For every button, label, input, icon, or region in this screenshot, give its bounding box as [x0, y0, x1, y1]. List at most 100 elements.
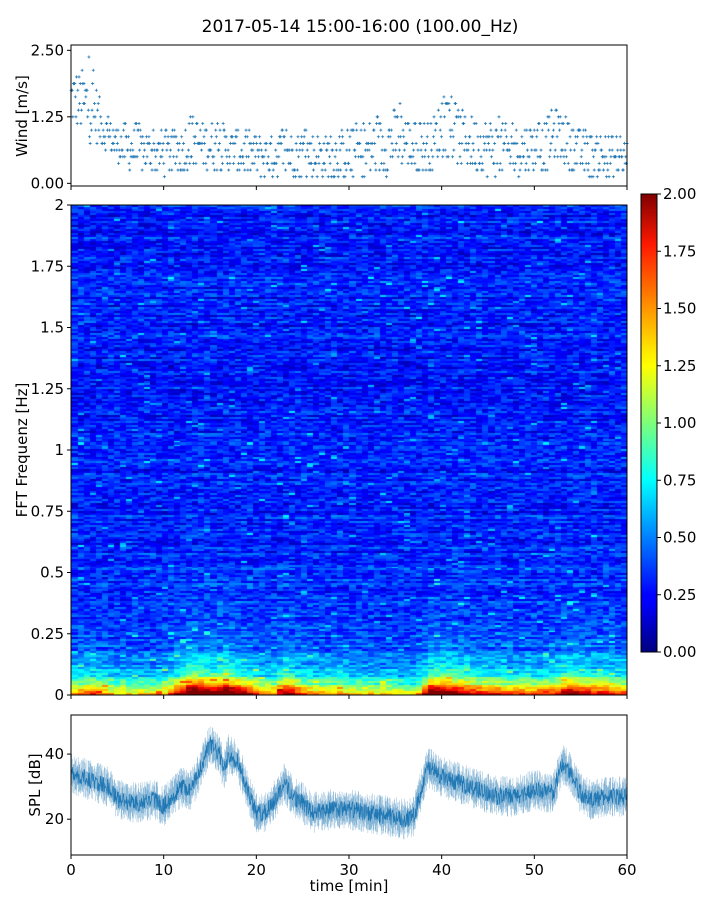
wind-point [120, 148, 124, 152]
wind-point [201, 121, 205, 125]
wind-point [214, 128, 218, 132]
wind-point [317, 161, 321, 165]
wind-point [222, 128, 226, 132]
wind-point [548, 148, 552, 152]
wind-point [177, 141, 181, 145]
wind-point [172, 128, 176, 132]
wind-point [97, 128, 101, 132]
wind-point [362, 121, 366, 125]
wind-point [514, 128, 518, 132]
wind-point [306, 155, 310, 159]
wind-point [425, 141, 429, 145]
wind-point [338, 148, 342, 152]
wind-point [462, 121, 466, 125]
wind-point [433, 128, 437, 132]
wind-point [284, 168, 288, 172]
wind-point [89, 121, 93, 125]
wind-point [204, 161, 208, 165]
wind-point [167, 141, 171, 145]
wind-point [340, 128, 344, 132]
wind-point [429, 121, 433, 125]
wind-point [535, 128, 539, 132]
wind-point [381, 135, 385, 139]
wind-point [140, 168, 144, 172]
wind-point [316, 155, 320, 159]
wind-point [485, 148, 489, 152]
wind-point [294, 175, 298, 179]
wind-point [351, 175, 355, 179]
wind-point [310, 161, 314, 165]
wind-point [89, 128, 93, 132]
wind-point [138, 128, 142, 132]
wind-point [252, 161, 256, 165]
wind-point [553, 155, 557, 159]
wind-point [553, 148, 557, 152]
wind-point [603, 135, 607, 139]
wind-point [407, 121, 411, 125]
wind-point [572, 148, 576, 152]
wind-point [424, 168, 428, 172]
y-tick-label: 40 [45, 745, 64, 763]
wind-point [221, 121, 225, 125]
wind-point [500, 168, 504, 172]
wind-point [552, 121, 556, 125]
wind-points [69, 55, 629, 179]
wind-point [149, 161, 153, 165]
wind-point [91, 68, 95, 72]
colorbar-tick-label: 0.75 [663, 471, 696, 489]
wind-point [131, 148, 135, 152]
wind-point [367, 148, 371, 152]
wind-point [378, 121, 382, 125]
wind-point [132, 128, 136, 132]
wind-point [606, 135, 610, 139]
y-tick-label: 1.25 [31, 108, 64, 126]
wind-point [436, 155, 440, 159]
wind-point [185, 168, 189, 172]
wind-point [182, 168, 186, 172]
wind-point [160, 155, 164, 159]
wind-point [423, 155, 427, 159]
wind-point [388, 135, 392, 139]
wind-point [490, 155, 494, 159]
wind-point [460, 141, 464, 145]
wind-point [184, 161, 188, 165]
wind-point [464, 135, 468, 139]
wind-point [561, 121, 565, 125]
wind-point [466, 148, 470, 152]
wind-point [318, 141, 322, 145]
wind-point [412, 148, 416, 152]
wind-point [237, 168, 241, 172]
wind-point [295, 148, 299, 152]
wind-point [341, 135, 345, 139]
wind-point [614, 155, 618, 159]
wind-point [141, 155, 145, 159]
wind-point [148, 141, 152, 145]
wind-point [503, 128, 507, 132]
wind-point [138, 148, 142, 152]
wind-point [501, 121, 505, 125]
wind-point [596, 141, 600, 145]
wind-point [71, 115, 75, 119]
wind-point [490, 135, 494, 139]
wind-point [302, 141, 306, 145]
wind-point [198, 128, 202, 132]
wind-point [170, 168, 174, 172]
x-tick-label: 50 [525, 861, 544, 879]
wind-point [413, 161, 417, 165]
wind-point [396, 115, 400, 119]
wind-point [282, 135, 286, 139]
wind-point [410, 161, 414, 165]
wind-point [187, 148, 191, 152]
wind-point [248, 168, 252, 172]
wind-point [438, 128, 442, 132]
wind-point [324, 135, 328, 139]
wind-point [483, 121, 487, 125]
wind-point [607, 175, 611, 179]
wind-point [309, 141, 313, 145]
wind-point [420, 135, 424, 139]
spectrogram-heatmap [71, 205, 627, 695]
wind-point [578, 128, 582, 132]
wind-point [447, 102, 451, 106]
wind-point [348, 135, 352, 139]
